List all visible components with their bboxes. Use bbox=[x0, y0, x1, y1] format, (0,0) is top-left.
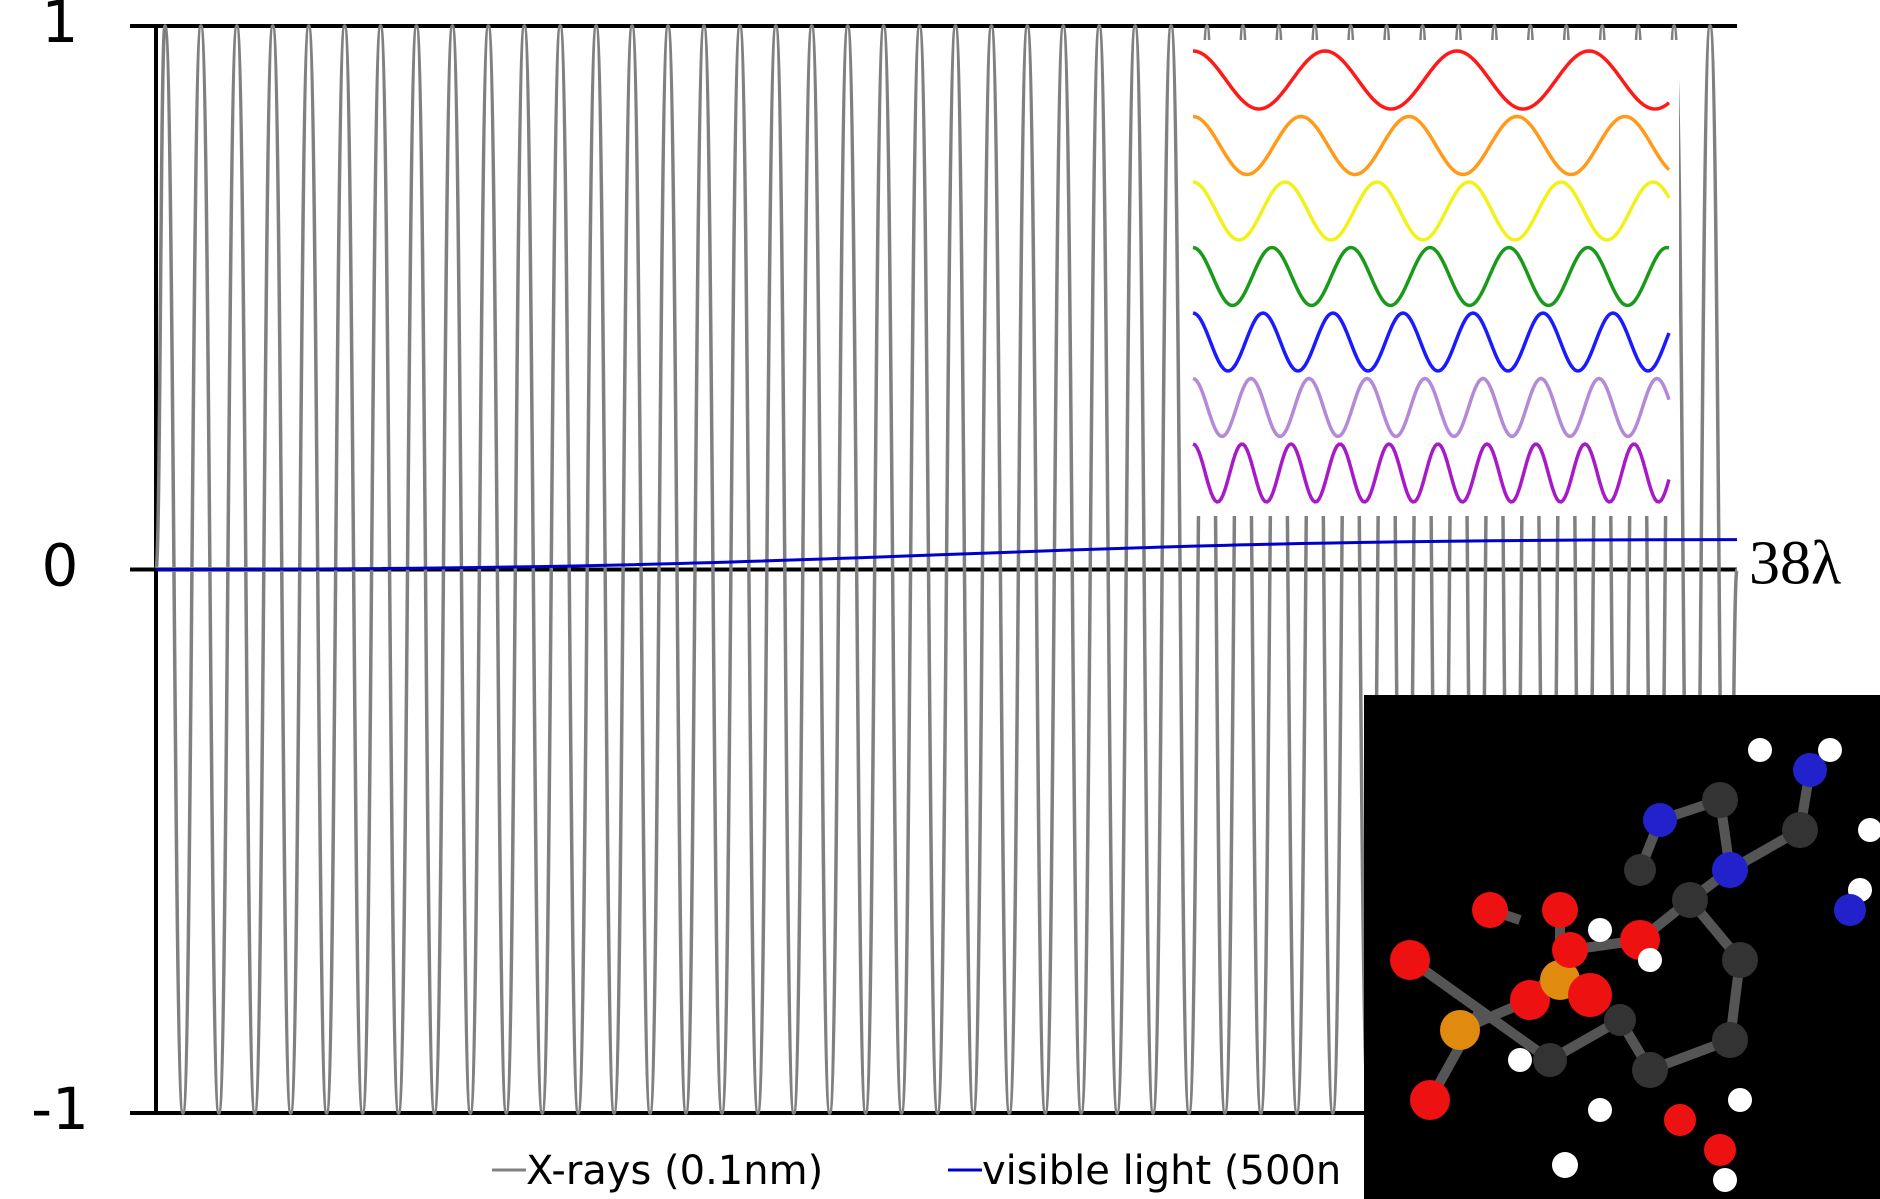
atom bbox=[1624, 854, 1656, 886]
atom bbox=[1533, 1043, 1567, 1077]
spectrum-wave bbox=[1192, 180, 1671, 242]
atom bbox=[1672, 882, 1708, 918]
atom bbox=[1568, 973, 1612, 1017]
spectrum-wave bbox=[1192, 442, 1671, 504]
atom bbox=[1552, 932, 1588, 968]
atom bbox=[1604, 1004, 1636, 1036]
atom bbox=[1712, 1022, 1748, 1058]
atom bbox=[1552, 1152, 1578, 1178]
inset-background bbox=[1187, 40, 1679, 516]
atom bbox=[1818, 738, 1842, 762]
spectrum-wave bbox=[1192, 311, 1671, 373]
atom bbox=[1390, 940, 1430, 980]
spectrum-wave bbox=[1192, 114, 1671, 177]
atom bbox=[1712, 852, 1748, 888]
y-tick-label: 0 bbox=[42, 532, 79, 600]
molecule-image bbox=[1364, 695, 1880, 1199]
atom bbox=[1793, 753, 1827, 787]
y-tick-label: 1 bbox=[42, 0, 79, 56]
legend-label: visible light (500n bbox=[982, 1148, 1341, 1194]
legend-label: X-rays (0.1nm) bbox=[526, 1148, 823, 1194]
atom bbox=[1542, 892, 1578, 928]
atom bbox=[1748, 738, 1772, 762]
y-tick-label: -1 bbox=[31, 1075, 89, 1143]
atom bbox=[1702, 782, 1738, 818]
series-line bbox=[155, 538, 1738, 571]
atom bbox=[1472, 892, 1508, 928]
atom bbox=[1704, 1134, 1736, 1166]
atom bbox=[1664, 1104, 1696, 1136]
atom bbox=[1638, 948, 1662, 972]
atom bbox=[1728, 1088, 1752, 1112]
spectrum-wave bbox=[1192, 376, 1671, 439]
spectrum-wave bbox=[1192, 245, 1670, 308]
atom bbox=[1782, 812, 1818, 848]
atom bbox=[1508, 1048, 1532, 1072]
atom bbox=[1588, 1098, 1612, 1122]
atom bbox=[1440, 1010, 1480, 1050]
atom bbox=[1632, 1052, 1668, 1088]
atom bbox=[1858, 818, 1880, 842]
annotation: 38λ bbox=[1749, 530, 1841, 598]
spectrum-wave bbox=[1192, 49, 1671, 111]
atom bbox=[1834, 894, 1866, 926]
atom bbox=[1588, 918, 1612, 942]
atom bbox=[1510, 980, 1550, 1020]
atom bbox=[1643, 803, 1677, 837]
atom bbox=[1410, 1080, 1450, 1120]
spectrum-inset bbox=[1187, 40, 1679, 516]
atom bbox=[1722, 942, 1758, 978]
atom bbox=[1713, 1168, 1737, 1192]
